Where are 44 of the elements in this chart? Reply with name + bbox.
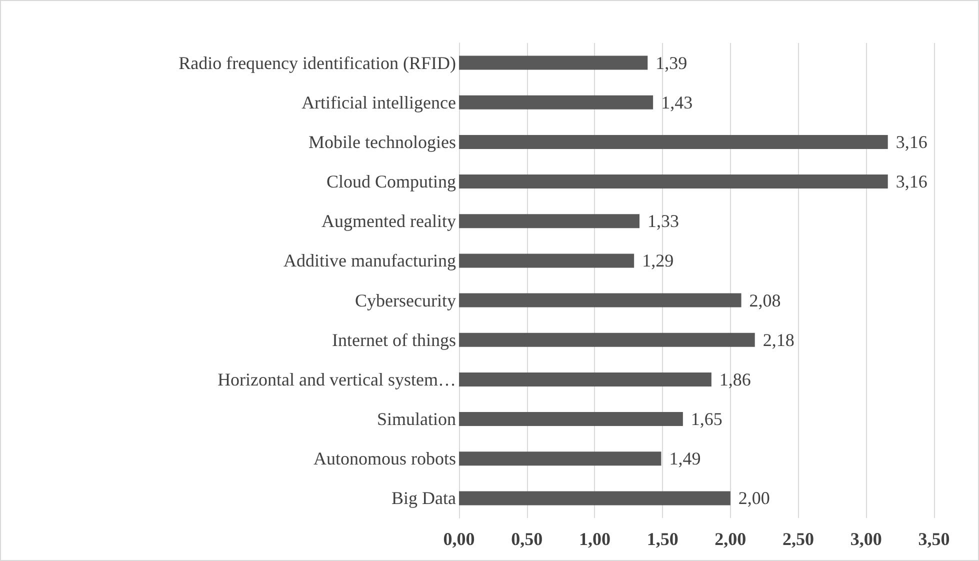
y-tick-label: Autonomous robots [313,448,456,469]
y-tick-label: Cloud Computing [326,172,456,192]
bar [459,412,683,426]
y-tick-label: Simulation [376,409,456,430]
data-label: 2,18 [762,330,794,350]
x-tick-label: 2,00 [714,529,746,549]
y-tick-label: Internet of things [332,330,456,350]
y-tick-label: Mobile technologies [308,132,456,152]
x-tick-label: 1,50 [646,529,678,549]
data-label: 3,16 [896,172,928,192]
y-tick-label: Radio frequency identification (RFID) [178,52,456,73]
x-tick-label: 3,00 [850,529,882,549]
bar [459,214,640,228]
bar [459,372,712,386]
data-label: 2,08 [749,290,781,310]
x-tick-label: 0,00 [443,529,475,549]
y-tick-label: Cybersecurity [355,290,456,310]
x-tick-label: 0,50 [511,529,543,549]
data-label: 1,43 [661,92,693,112]
bar [459,95,654,110]
x-tick-label: 2,50 [782,529,814,549]
bar [459,491,730,506]
bar [459,174,888,189]
data-label: 1,33 [648,211,679,232]
data-label: 1,86 [719,369,751,390]
y-tick-label: Big Data [392,488,456,508]
y-tick-label: Augmented reality [322,211,456,232]
x-tick-label: 1,00 [578,529,610,549]
data-label: 1,39 [656,52,688,73]
data-label: 1,65 [690,409,722,430]
x-tick-label: 3,50 [918,529,950,549]
bar [459,134,888,149]
bar [459,452,662,466]
data-label: 2,00 [738,488,770,508]
y-tick-label: Horizontal and vertical system… [218,369,456,390]
data-label: 1,49 [669,448,701,469]
bar [459,56,648,70]
y-tick-label: Artificial intelligence [302,92,456,112]
data-label: 3,16 [896,132,928,152]
y-tick-label: Additive manufacturing [284,250,456,271]
data-label: 1,29 [642,250,674,271]
bar [459,332,755,347]
bar [459,254,634,268]
bar [459,293,742,308]
